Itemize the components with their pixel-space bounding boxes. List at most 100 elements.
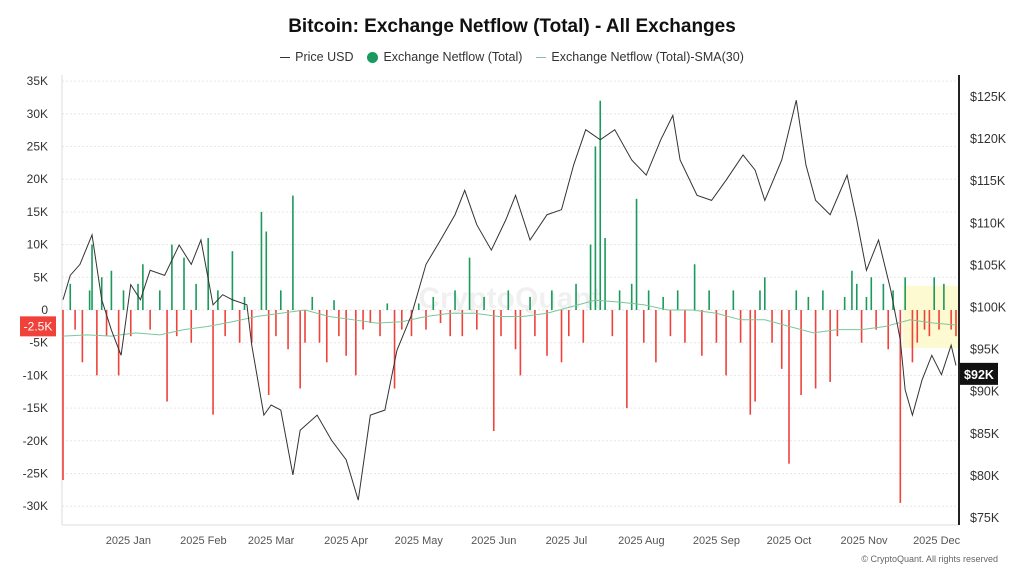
netflow-bar-inflow <box>943 283 945 310</box>
netflow-bar-inflow <box>708 290 710 310</box>
netflow-dot-swatch <box>367 51 379 63</box>
netflow-bar-outflow <box>560 310 563 363</box>
right-tick-label: $105K <box>970 258 1007 272</box>
netflow-bar-inflow <box>882 283 885 310</box>
left-tick-label: -30K <box>23 499 48 513</box>
legend-item-sma[interactable]: Exchange Netflow (Total)-SMA(30) <box>536 50 744 64</box>
sma30-line <box>62 299 957 337</box>
left-tick-label: -15K <box>23 401 48 415</box>
netflow-bar-inflow <box>88 290 91 310</box>
netflow-bar-inflow <box>604 238 606 310</box>
netflow-bar-inflow <box>159 290 161 310</box>
netflow-bar-outflow <box>425 310 427 330</box>
netflow-bar-inflow <box>265 231 268 310</box>
right-tick-label: $110K <box>970 216 1006 230</box>
netflow-bar-outflow <box>393 310 396 389</box>
x-tick-label: 2025 Aug <box>618 535 665 547</box>
netflow-bar-outflow <box>887 310 890 350</box>
netflow-bar-outflow <box>117 310 120 376</box>
netflow-bar-outflow <box>519 310 522 376</box>
netflow-bar-outflow <box>318 310 321 343</box>
netflow-bar-outflow <box>105 310 108 337</box>
current-price-label: $92K <box>964 368 994 382</box>
netflow-bar-inflow <box>764 277 766 310</box>
netflow-bar-inflow <box>551 290 553 310</box>
right-tick-label: $80K <box>970 469 1000 483</box>
netflow-bar-inflow <box>483 296 485 310</box>
netflow-bar-outflow <box>149 310 151 330</box>
netflow-bar-inflow <box>904 277 906 310</box>
left-tick-label: 35K <box>27 74 48 88</box>
netflow-bar-inflow <box>468 257 471 310</box>
right-tick-label: $115K <box>970 174 1006 188</box>
netflow-bar-outflow <box>911 310 914 363</box>
netflow-bar-outflow <box>725 310 727 376</box>
netflow-bar-outflow <box>534 310 536 337</box>
copyright-footer: © CryptoQuant. All rights reserved <box>861 554 998 564</box>
x-tick-label: 2025 Jul <box>546 535 588 547</box>
right-tick-label: $75K <box>970 511 1000 525</box>
netflow-bar-outflow <box>626 310 628 409</box>
netflow-bar-outflow <box>325 310 328 363</box>
netflow-bar-outflow <box>299 310 301 389</box>
netflow-bar-inflow <box>589 244 592 310</box>
netflow-bar-outflow <box>212 310 214 415</box>
netflow-bar-outflow <box>74 310 76 330</box>
legend-item-price[interactable]: Price USD <box>280 50 353 64</box>
netflow-bar-outflow <box>362 310 364 330</box>
watermark: CryptoQuant <box>418 282 601 315</box>
netflow-bar-inflow <box>635 198 638 310</box>
netflow-bar-outflow <box>860 310 863 343</box>
netflow-bar-outflow <box>355 310 357 376</box>
netflow-bar-outflow <box>800 310 802 396</box>
netflow-bar-inflow <box>529 296 531 310</box>
left-tick-label: 10K <box>27 238 48 252</box>
netflow-bar-inflow <box>110 270 113 310</box>
left-tick-label: -10K <box>23 368 48 382</box>
netflow-bar-outflow <box>582 310 585 343</box>
netflow-bar-outflow <box>81 310 84 363</box>
x-tick-label: 2025 Oct <box>767 535 812 547</box>
right-tick-label: $90K <box>970 385 1000 399</box>
right-tick-label: $120K <box>970 132 1007 146</box>
netflow-bar-outflow <box>439 310 442 324</box>
netflow-bar-inflow <box>311 296 314 310</box>
legend-item-netflow[interactable]: Exchange Netflow (Total) <box>367 50 522 64</box>
netflow-bar-outflow <box>669 310 672 337</box>
netflow-bar-outflow <box>345 310 347 356</box>
netflow-bar-inflow <box>851 270 853 310</box>
netflow-bar-outflow <box>514 310 517 350</box>
netflow-bar-outflow <box>875 310 877 330</box>
current-price-badge <box>960 362 998 385</box>
left-tick-label: 25K <box>27 140 48 154</box>
netflow-bar-outflow <box>449 310 451 337</box>
netflow-bar-outflow <box>780 310 783 369</box>
netflow-bar-inflow <box>142 264 144 310</box>
x-tick-label: 2025 Sep <box>693 535 740 547</box>
legend-label: Exchange Netflow (Total) <box>383 50 523 64</box>
left-tick-label: 0 <box>41 303 48 317</box>
x-tick-label: 2025 Nov <box>840 535 888 547</box>
right-tick-label: $85K <box>970 427 1000 441</box>
left-tick-label: -5K <box>29 336 48 350</box>
netflow-bar-inflow <box>207 238 209 310</box>
left-tick-label: 15K <box>27 205 48 219</box>
netflow-bar-inflow <box>171 244 173 310</box>
netflow-bar-inflow <box>195 283 197 310</box>
netflow-bar-outflow <box>814 310 817 389</box>
netflow-bar-inflow <box>417 303 420 310</box>
netflow-bar-inflow <box>454 290 456 310</box>
netflow-bar-outflow <box>655 310 657 363</box>
netflow-bar-outflow <box>62 310 64 481</box>
netflow-bar-inflow <box>693 264 696 310</box>
netflow-bar-outflow <box>923 310 926 330</box>
x-tick-label: 2025 Mar <box>248 535 295 547</box>
netflow-bar-inflow <box>183 257 185 310</box>
netflow-bar-inflow <box>630 283 633 310</box>
netflow-bar-outflow <box>684 310 686 343</box>
netflow-bar-inflow <box>647 290 650 310</box>
right-tick-label: $95K <box>970 343 1000 357</box>
netflow-bar-inflow <box>618 290 621 310</box>
netflow-bar-inflow <box>69 283 72 310</box>
